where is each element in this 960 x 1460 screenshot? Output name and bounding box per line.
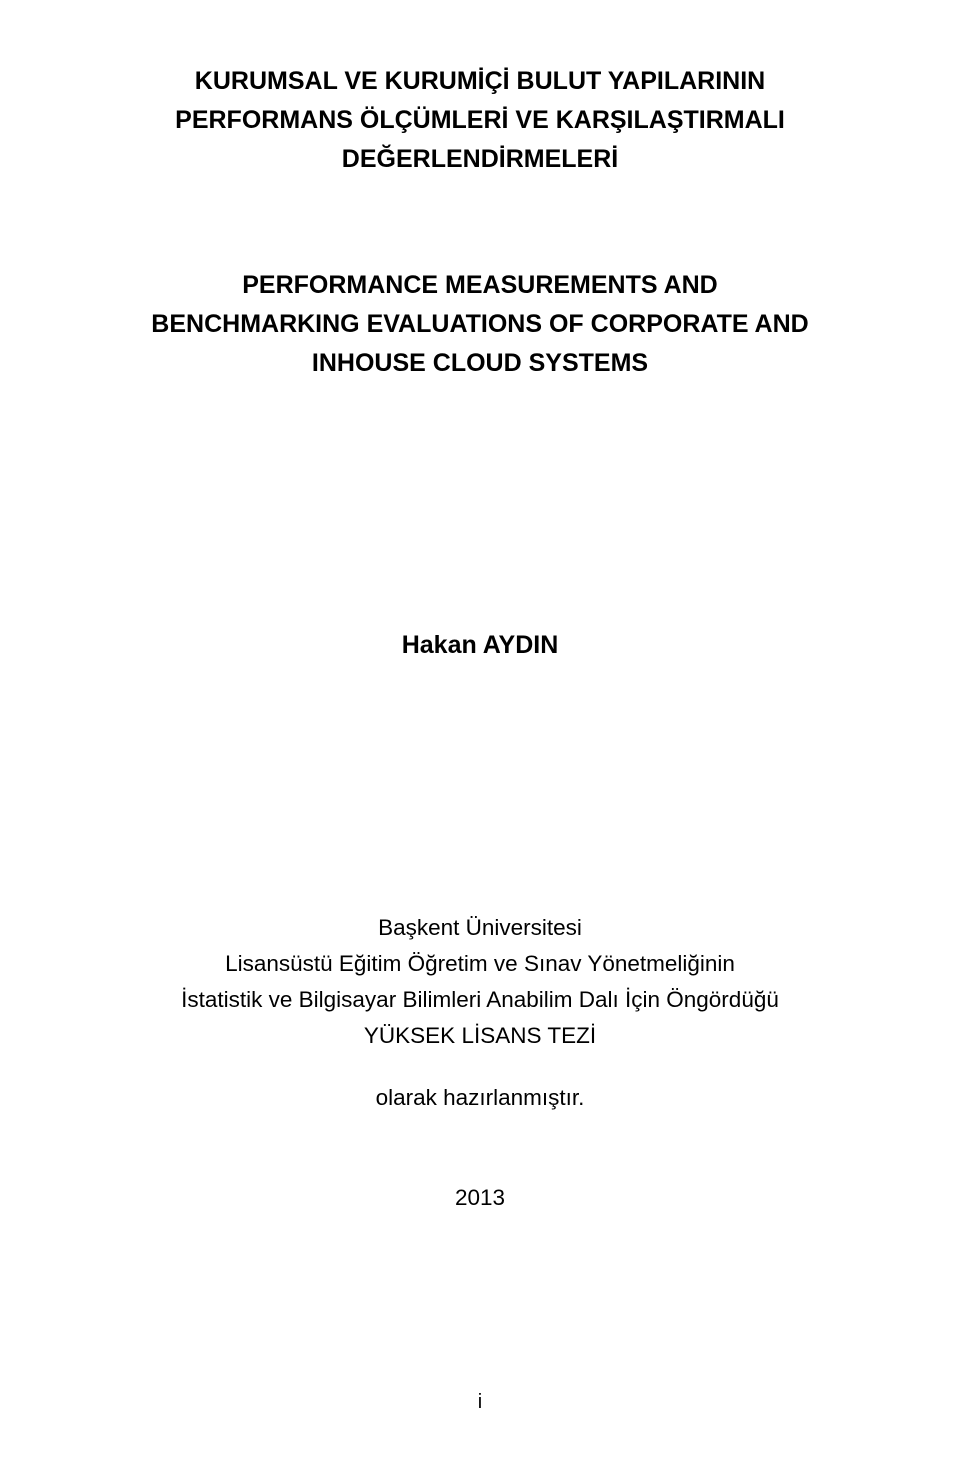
thesis-year: 2013 bbox=[95, 1185, 865, 1211]
thesis-type: YÜKSEK LİSANS TEZİ bbox=[95, 1023, 865, 1049]
regulation-line: Lisansüstü Eğitim Öğretim ve Sınav Yönet… bbox=[95, 946, 865, 982]
page-number: i bbox=[0, 1391, 960, 1414]
regulation-line: İstatistik ve Bilgisayar Bilimleri Anabi… bbox=[95, 982, 865, 1018]
thesis-title-tr: KURUMSAL VE KURUMİÇİ BULUT YAPILARININ P… bbox=[95, 62, 865, 178]
title-tr-line: KURUMSAL VE KURUMİÇİ BULUT YAPILARININ bbox=[95, 62, 865, 101]
title-en-line: BENCHMARKING EVALUATIONS OF CORPORATE AN… bbox=[95, 305, 865, 344]
title-en-line: PERFORMANCE MEASUREMENTS AND bbox=[95, 266, 865, 305]
author-name: Hakan AYDIN bbox=[95, 631, 865, 660]
university-info: Başkent Üniversitesi Lisansüstü Eğitim Ö… bbox=[95, 910, 865, 1019]
title-tr-line: DEĞERLENDİRMELERİ bbox=[95, 140, 865, 179]
prepared-as: olarak hazırlanmıştır. bbox=[95, 1085, 865, 1111]
title-en-line: INHOUSE CLOUD SYSTEMS bbox=[95, 344, 865, 383]
thesis-title-en: PERFORMANCE MEASUREMENTS AND BENCHMARKIN… bbox=[95, 266, 865, 382]
university-name: Başkent Üniversitesi bbox=[95, 910, 865, 946]
title-tr-line: PERFORMANS ÖLÇÜMLERİ VE KARŞILAŞTIRMALI bbox=[95, 101, 865, 140]
